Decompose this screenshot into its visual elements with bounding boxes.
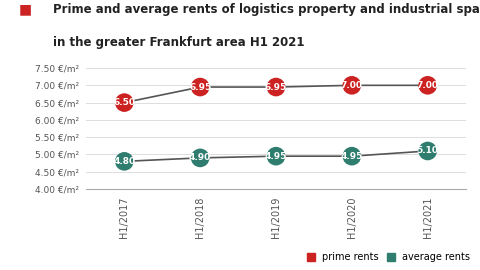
Point [424,149,432,153]
Text: 4.90: 4.90 [189,153,211,162]
Text: 5.10: 5.10 [417,147,439,156]
Legend: prime rents, average rents: prime rents, average rents [307,252,470,262]
Text: in the greater Frankfurt area H1 2021: in the greater Frankfurt area H1 2021 [53,36,304,49]
Text: 6.50: 6.50 [113,98,135,107]
Text: ■: ■ [19,3,32,17]
Point [272,154,280,158]
Text: 7.00: 7.00 [417,81,439,90]
Text: Prime and average rents of logistics property and industrial space: Prime and average rents of logistics pro… [53,3,480,16]
Text: 4.95: 4.95 [265,152,287,161]
Text: 4.95: 4.95 [341,152,363,161]
Text: 4.80: 4.80 [113,157,135,166]
Point [120,159,128,164]
Point [196,156,204,160]
Point [348,83,356,87]
Point [272,85,280,89]
Point [120,100,128,105]
Point [424,83,432,87]
Text: 6.95: 6.95 [265,83,287,92]
Point [348,154,356,158]
Text: 7.00: 7.00 [341,81,363,90]
Point [196,85,204,89]
Text: 6.95: 6.95 [189,83,211,92]
